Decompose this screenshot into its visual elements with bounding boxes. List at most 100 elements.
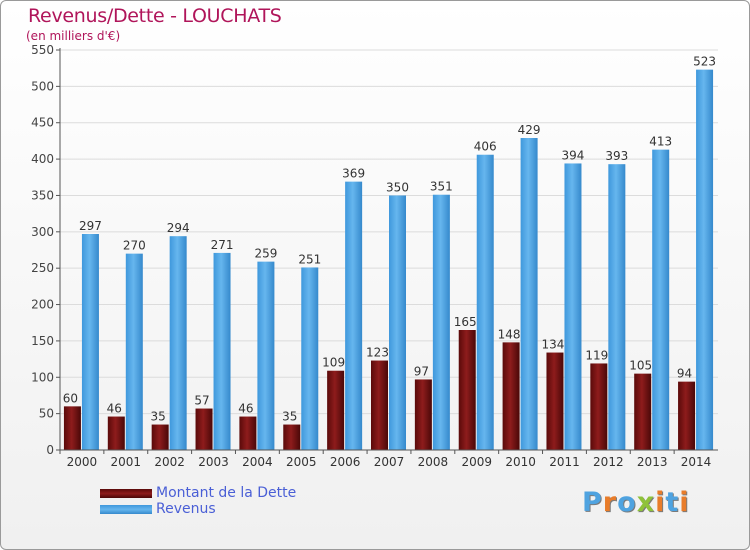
y-tick-label: 150	[31, 334, 54, 348]
x-tick-label: 2011	[549, 455, 580, 469]
logo-letter: o	[617, 487, 637, 518]
y-tick-label: 350	[31, 188, 54, 202]
bar-dette	[283, 424, 301, 450]
data-label-dette: 60	[63, 391, 78, 405]
x-tick-label: 2014	[681, 455, 712, 469]
bar-dette	[590, 363, 608, 450]
data-label-dette: 57	[194, 394, 209, 408]
y-tick-label: 500	[31, 79, 54, 93]
x-tick-label: 2013	[637, 455, 668, 469]
data-label-revenus: 406	[474, 140, 497, 154]
x-tick-label: 2001	[111, 455, 142, 469]
y-tick-label: 250	[31, 261, 54, 275]
bar-dette	[195, 408, 213, 450]
data-label-revenus: 413	[649, 135, 672, 149]
data-label-revenus: 294	[167, 221, 190, 235]
x-tick-label: 2012	[593, 455, 624, 469]
bar-revenus	[432, 194, 450, 450]
data-label-dette: 134	[542, 338, 565, 352]
data-label-dette: 109	[322, 356, 345, 370]
y-tick-label: 200	[31, 298, 54, 312]
logo-letter: i	[655, 487, 666, 518]
data-label-revenus: 394	[562, 148, 585, 162]
legend-swatch-revenus	[100, 505, 152, 514]
data-label-dette: 94	[677, 367, 692, 381]
x-tick-label: 2004	[242, 455, 273, 469]
bar-dette	[107, 416, 125, 450]
bar-dette	[546, 352, 564, 450]
bar-dette	[327, 370, 345, 450]
bar-dette	[414, 379, 432, 450]
x-tick-label: 2000	[67, 455, 98, 469]
bar-revenus	[301, 267, 319, 450]
data-label-revenus: 297	[79, 219, 102, 233]
bar-revenus	[696, 69, 714, 451]
legend-label-revenus: Revenus	[156, 501, 216, 517]
bar-revenus	[564, 163, 582, 451]
bar-dette	[678, 381, 696, 450]
y-tick-label: 50	[39, 407, 54, 421]
data-label-revenus: 351	[430, 180, 453, 194]
bar-revenus	[169, 236, 187, 450]
chart-subtitle: (en milliers d'€)	[26, 29, 121, 43]
data-label-dette: 148	[498, 327, 521, 341]
bar-revenus	[125, 253, 143, 450]
y-tick-label: 300	[31, 225, 54, 239]
bar-revenus	[476, 154, 494, 450]
logo-letter: x	[636, 487, 656, 518]
legend-swatch-dette	[100, 489, 152, 498]
x-tick-label: 2006	[330, 455, 361, 469]
x-tick-label: 2009	[461, 455, 492, 469]
x-tick-label: 2003	[198, 455, 229, 469]
proxiti-logo: Proxiti	[582, 487, 690, 518]
data-label-revenus: 271	[211, 238, 234, 252]
data-label-dette: 165	[454, 315, 477, 329]
y-tick-label: 100	[31, 370, 54, 384]
data-label-revenus: 369	[342, 167, 365, 181]
chart-title: Revenus/Dette - LOUCHATS	[28, 5, 282, 27]
x-tick-label: 2008	[418, 455, 449, 469]
bar-dette	[371, 360, 388, 450]
data-label-dette: 46	[238, 402, 253, 416]
logo-letter: i	[679, 487, 690, 518]
data-label-dette: 97	[414, 364, 429, 378]
bar-revenus	[345, 181, 363, 451]
y-tick-label: 450	[31, 116, 54, 130]
bar-dette	[458, 330, 476, 450]
data-label-revenus: 270	[123, 239, 146, 253]
bar-dette	[502, 342, 520, 450]
bar-revenus	[520, 138, 538, 450]
x-tick-label: 2010	[505, 455, 536, 469]
bar-dette	[63, 406, 81, 450]
data-label-dette: 105	[629, 359, 652, 373]
bar-dette	[239, 416, 257, 450]
data-label-dette: 119	[585, 348, 608, 362]
bar-revenus	[257, 261, 275, 450]
logo-letter: P	[582, 487, 603, 518]
x-tick-label: 2002	[154, 455, 185, 469]
data-label-revenus: 251	[298, 252, 321, 266]
data-label-revenus: 523	[693, 55, 716, 69]
data-label-dette: 35	[282, 410, 297, 424]
data-label-dette: 35	[151, 410, 166, 424]
bar-revenus	[81, 234, 99, 450]
bar-dette	[151, 424, 169, 450]
data-label-revenus: 429	[518, 123, 541, 137]
y-tick-label: 400	[31, 152, 54, 166]
y-tick-label: 550	[31, 43, 54, 57]
logo-letter: t	[665, 487, 680, 518]
bar-revenus	[389, 195, 406, 450]
x-tick-label: 2005	[286, 455, 317, 469]
data-label-dette: 46	[107, 402, 122, 416]
x-tick-label: 2007	[374, 455, 405, 469]
data-label-dette: 123	[366, 346, 389, 360]
bar-revenus	[652, 149, 670, 451]
bar-revenus	[213, 252, 231, 450]
logo-letter: r	[602, 487, 618, 518]
data-label-revenus: 259	[254, 247, 277, 261]
y-tick-label: 0	[46, 443, 54, 457]
legend-label-dette: Montant de la Dette	[156, 485, 297, 501]
bar-revenus	[608, 164, 626, 450]
data-label-revenus: 393	[605, 149, 628, 163]
